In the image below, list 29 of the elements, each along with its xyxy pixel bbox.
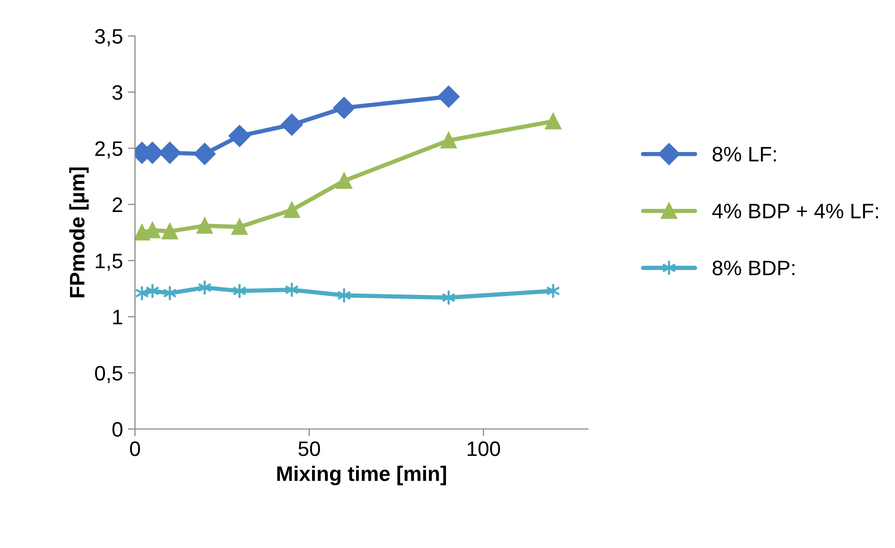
legend-label: 8% BDP: [712, 260, 794, 276]
point [196, 218, 213, 234]
y-tick-label: 0 [112, 422, 122, 437]
point [162, 223, 178, 240]
point [194, 143, 216, 165]
point [284, 202, 300, 218]
point [440, 132, 457, 148]
y-tick-label: 0,5 [95, 366, 122, 384]
y-tick-label: 1,5 [96, 254, 122, 271]
point [228, 125, 250, 147]
point [336, 172, 352, 189]
point [545, 113, 562, 130]
x-tick-label: 50 [298, 441, 320, 456]
point [280, 114, 303, 136]
y-axis-title: FPmode [µm] [69, 167, 89, 298]
point [438, 86, 460, 108]
x-tick-label: 100 [468, 441, 500, 456]
legend-label: 8% LF: [712, 146, 776, 162]
y-tick-label: 3,5 [95, 29, 122, 46]
y-tick-label: 3 [112, 85, 122, 100]
y-tick-label: 1 [113, 310, 122, 324]
y-tick-label: 2 [112, 197, 122, 212]
y-tick-label: 2,5 [95, 141, 122, 158]
x-tick-label: 0 [130, 441, 140, 456]
point [135, 224, 150, 240]
legend-label: 4% BDP + 4% LF: [712, 204, 878, 218]
point [232, 218, 248, 235]
x-axis-title: Mixing time [min] [277, 466, 446, 486]
point [333, 96, 355, 119]
